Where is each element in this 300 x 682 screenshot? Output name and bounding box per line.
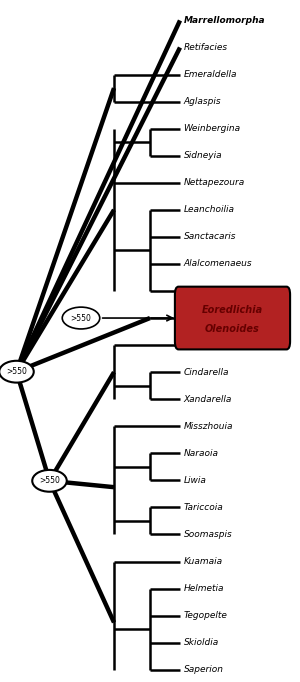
Text: Marrellomorpha: Marrellomorpha	[184, 16, 265, 25]
Text: >550: >550	[39, 476, 60, 486]
Text: Olenoides: Olenoides	[205, 324, 260, 334]
Text: Retifacies: Retifacies	[184, 43, 228, 52]
Text: Emeraldella: Emeraldella	[184, 70, 237, 79]
Text: Misszhouia: Misszhouia	[184, 421, 233, 431]
Text: Leanchoilia: Leanchoilia	[184, 205, 235, 214]
Text: Liwia: Liwia	[184, 476, 206, 485]
Text: Nettapezoura: Nettapezoura	[184, 178, 245, 188]
Text: Tegopelte: Tegopelte	[184, 611, 227, 620]
Text: Soomaspis: Soomaspis	[184, 530, 232, 539]
Text: >550: >550	[6, 367, 27, 376]
Text: Helmetia: Helmetia	[184, 584, 224, 593]
Text: Sidneyia: Sidneyia	[184, 151, 222, 160]
Text: Skioldia: Skioldia	[184, 638, 219, 647]
Text: Sinoburius: Sinoburius	[184, 340, 231, 350]
Text: Sanctacaris: Sanctacaris	[184, 233, 236, 241]
Text: Dicranocaris: Dicranocaris	[184, 286, 240, 295]
Text: Aglaspis: Aglaspis	[184, 97, 221, 106]
Text: Eoredlichia: Eoredlichia	[202, 305, 263, 315]
Text: Xandarella: Xandarella	[184, 395, 232, 404]
Text: Weinbergina: Weinbergina	[184, 124, 241, 133]
Text: Cindarella: Cindarella	[184, 368, 229, 376]
Text: Naraoia: Naraoia	[184, 449, 219, 458]
Text: Alalcomenaeus: Alalcomenaeus	[184, 259, 252, 269]
Ellipse shape	[0, 361, 34, 383]
Text: Tariccoia: Tariccoia	[184, 503, 223, 512]
Text: Saperion: Saperion	[184, 665, 224, 674]
Ellipse shape	[32, 470, 67, 492]
Text: >550: >550	[70, 314, 92, 323]
Ellipse shape	[62, 307, 100, 329]
FancyBboxPatch shape	[175, 286, 290, 349]
Text: Kuamaia: Kuamaia	[184, 557, 223, 566]
